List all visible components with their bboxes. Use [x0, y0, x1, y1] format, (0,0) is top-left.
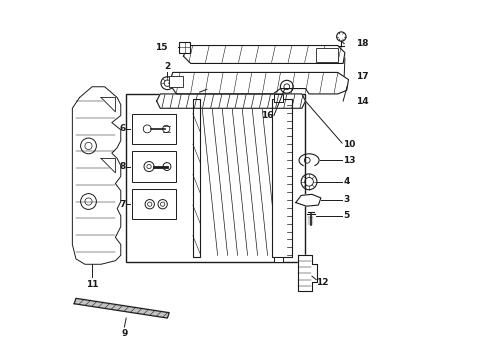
Text: 9: 9 [121, 329, 127, 338]
Bar [192, 99, 200, 257]
Polygon shape [156, 94, 305, 108]
Text: 10: 10 [343, 140, 355, 149]
Text: 5: 5 [343, 211, 348, 220]
Text: 15: 15 [155, 43, 167, 52]
Polygon shape [169, 72, 348, 94]
Polygon shape [295, 194, 320, 206]
Text: 12: 12 [316, 278, 328, 287]
Text: 4: 4 [343, 177, 349, 186]
Text: 18: 18 [355, 39, 367, 48]
Bar [316, 48, 337, 62]
Text: 2: 2 [164, 62, 170, 71]
Text: 7: 7 [120, 200, 126, 209]
Text: 6: 6 [120, 125, 126, 134]
Text: 3: 3 [343, 195, 348, 204]
Bar [179, 42, 190, 53]
Bar [274, 94, 283, 102]
Bar [272, 99, 292, 257]
Bar [131, 114, 176, 144]
Bar [131, 151, 176, 182]
Bar [131, 189, 176, 220]
Text: 8: 8 [120, 162, 126, 171]
Polygon shape [297, 255, 317, 291]
Bar [274, 257, 283, 262]
Text: 17: 17 [355, 72, 367, 81]
Text: 13: 13 [343, 156, 355, 165]
Text: 14: 14 [355, 96, 367, 105]
Polygon shape [183, 45, 344, 63]
Text: 1: 1 [206, 84, 213, 94]
Polygon shape [74, 298, 169, 318]
Text: 11: 11 [86, 280, 98, 289]
Polygon shape [101, 158, 115, 173]
Bar [126, 94, 305, 262]
Polygon shape [72, 87, 121, 264]
Bar [168, 76, 183, 87]
Polygon shape [101, 98, 115, 112]
Text: 16: 16 [260, 111, 273, 120]
